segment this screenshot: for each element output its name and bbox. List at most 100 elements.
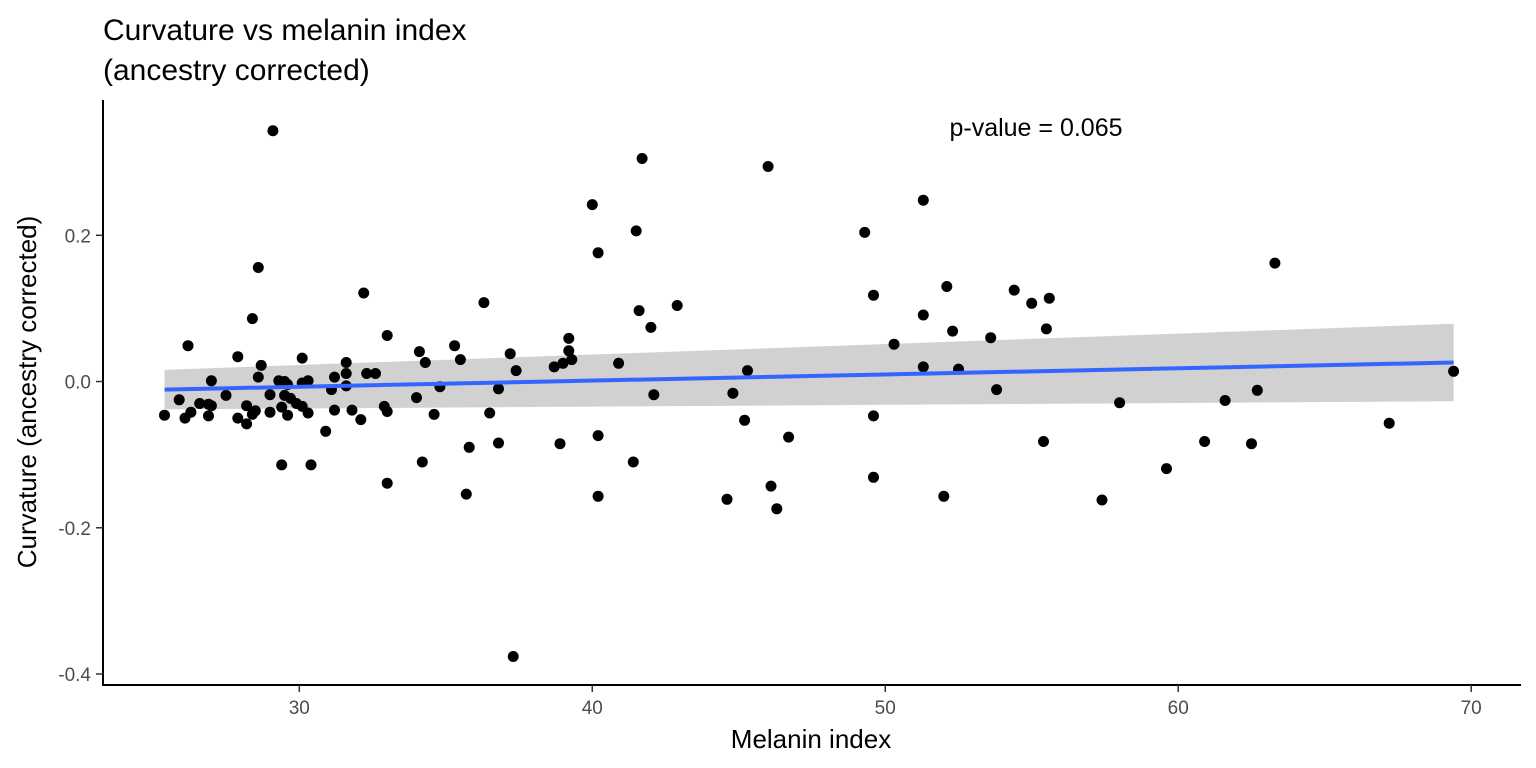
data-point [370,368,381,379]
data-point [241,400,253,412]
data-point [252,262,264,273]
data-point [381,477,393,489]
data-point [888,338,900,350]
data-point [671,300,683,311]
data-point [264,406,276,418]
x-axis-title: Melanin index [731,724,891,754]
chart-title-line1: Curvature vs melanin index [103,14,467,47]
data-point [449,340,461,352]
data-point [868,289,879,301]
data-point [276,401,288,413]
data-point [783,431,795,443]
y-tick-label: 0.0 [65,373,91,394]
data-point [428,408,440,420]
data-point [205,375,217,387]
x-tick-label: 70 [1461,698,1482,719]
data-point [302,407,314,419]
data-point [648,389,660,401]
data-point [159,409,170,421]
data-point [411,392,422,404]
data-point [771,503,783,515]
data-point [739,414,751,426]
data-point [194,398,206,409]
data-point [627,456,639,468]
data-point [220,389,232,401]
data-point [1026,297,1038,309]
data-point [1199,436,1211,447]
data-point [765,480,777,492]
y-tick-label: -0.4 [58,665,91,686]
data-point [1043,292,1055,304]
data-point [1269,257,1281,269]
data-point [329,371,340,383]
data-point [868,410,879,422]
data-point [557,357,569,369]
data-point [267,125,279,137]
data-point [381,330,393,341]
data-point [246,313,258,325]
data-point [721,493,733,505]
data-point [246,408,258,420]
data-point [493,437,504,449]
chart-title-line2: (ancestry corrected) [103,54,370,87]
data-point [355,414,367,426]
data-point [1219,395,1231,406]
x-tick-label: 30 [289,698,310,719]
data-point [1246,438,1257,450]
data-point [255,359,267,371]
data-point [1040,323,1052,335]
y-tick-label: 0.2 [65,226,91,247]
y-tick-label: -0.2 [58,519,91,540]
data-point [179,412,191,424]
data-point [346,404,358,416]
data-point [985,332,997,344]
data-point [329,404,340,416]
data-point [264,389,276,401]
data-point [941,281,953,292]
data-point [493,383,504,395]
data-point [241,418,253,430]
data-point [917,194,929,206]
data-point [633,305,645,317]
p-value-annotation: p-value = 0.065 [949,114,1122,142]
data-point [460,488,472,500]
data-point [463,441,475,453]
data-point [381,406,393,417]
data-point [296,352,308,364]
data-point [917,309,929,321]
data-point [276,459,288,471]
data-point [859,226,871,238]
regression-line [164,360,1454,392]
confidence-band-layer [164,323,1454,410]
data-point [563,332,575,344]
x-axis-ticks: 30 40 50 60 70 [289,685,1482,719]
data-point [305,459,317,471]
data-point [1161,463,1172,475]
x-tick-label: 50 [875,698,896,719]
data-point [361,368,373,379]
data-point [340,357,352,368]
data-point [1448,365,1460,377]
data-point [947,325,959,337]
data-point [1114,397,1126,409]
data-point [419,357,431,368]
data-point [762,161,774,172]
fit-line-layer [164,360,1454,392]
y-axis-ticks: 0.2 0.0 -0.2 -0.4 [58,226,103,686]
data-point [566,354,578,366]
data-point [232,351,244,363]
data-point [592,490,604,502]
y-axis-title: Curvature (ancestry corrected) [12,216,42,569]
data-point [1383,417,1395,429]
data-point [340,368,352,379]
data-point [232,412,244,424]
data-point [645,321,657,333]
data-point [252,371,264,383]
data-point [991,384,1003,396]
data-point [182,340,194,352]
data-point [358,287,370,299]
x-tick-label: 40 [582,698,603,719]
x-tick-label: 60 [1168,698,1189,719]
data-point [478,297,490,309]
